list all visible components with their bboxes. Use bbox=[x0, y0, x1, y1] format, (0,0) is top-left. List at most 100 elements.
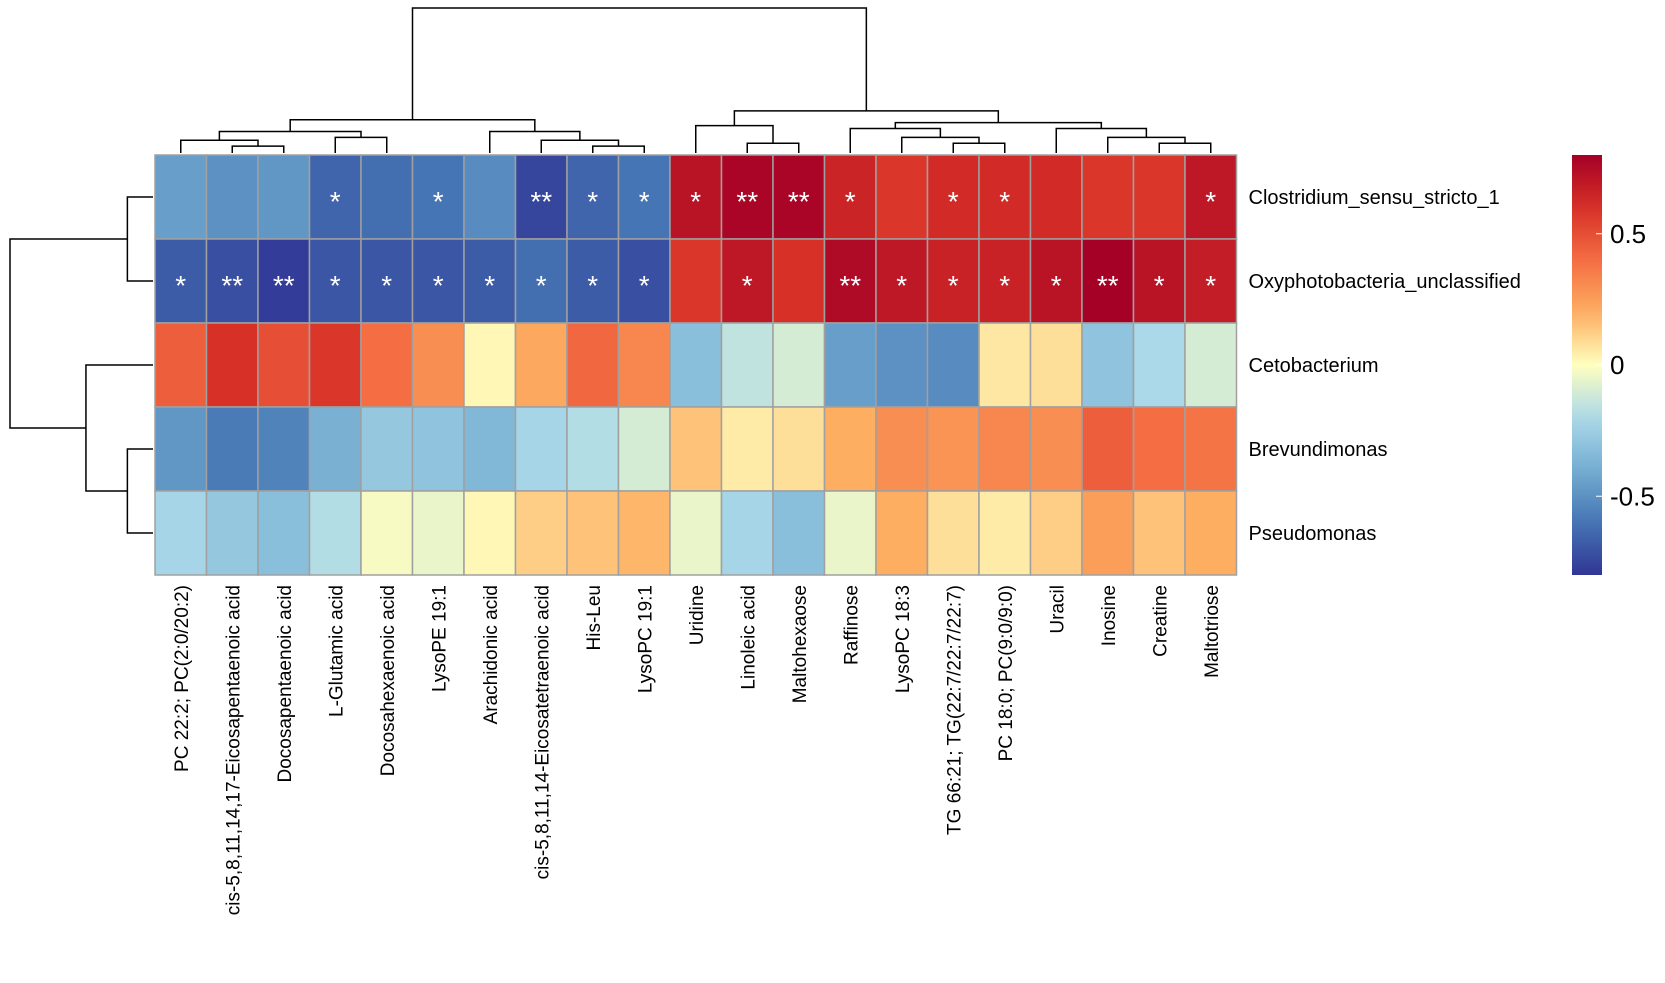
heatmap-cell bbox=[926, 406, 980, 492]
row-label: Clostridium_sensu_stricto_1 bbox=[1249, 187, 1500, 209]
dendrogram-branch bbox=[849, 127, 942, 153]
heatmap-cell bbox=[926, 154, 980, 240]
significance-star: * bbox=[999, 186, 1010, 217]
dendrogram-branch bbox=[126, 196, 153, 282]
heatmap-cell bbox=[205, 322, 259, 408]
heatmap-cell bbox=[720, 238, 774, 324]
significance-star: * bbox=[587, 186, 598, 217]
significance-star: * bbox=[536, 270, 547, 301]
heatmap-cell bbox=[926, 490, 980, 576]
heatmap-cell bbox=[1184, 154, 1238, 240]
heatmap-cell bbox=[823, 238, 877, 324]
significance-star: * bbox=[845, 186, 856, 217]
column-label: Linoleic acid bbox=[738, 585, 759, 690]
heatmap-cell bbox=[308, 238, 362, 324]
dendrogram-branch bbox=[695, 124, 774, 153]
heatmap-cell bbox=[514, 154, 568, 240]
heatmap-cell bbox=[205, 154, 259, 240]
dendrogram-branch bbox=[1055, 127, 1148, 153]
significance-star: * bbox=[433, 186, 444, 217]
heatmap-cell bbox=[463, 238, 517, 324]
heatmap-cell bbox=[514, 490, 568, 576]
dendrogram-branch bbox=[218, 130, 362, 141]
heatmap-cell bbox=[308, 490, 362, 576]
heatmap-cell bbox=[514, 322, 568, 408]
heatmap-cell bbox=[823, 490, 877, 576]
significance-star: * bbox=[587, 270, 598, 301]
heatmap-cell bbox=[1029, 322, 1083, 408]
heatmap-cell bbox=[566, 490, 620, 576]
heatmap-cell bbox=[154, 154, 208, 240]
significance-star: * bbox=[330, 186, 341, 217]
heatmap-cell bbox=[1132, 406, 1186, 492]
column-label: Inosine bbox=[1099, 585, 1120, 646]
significance-star: * bbox=[639, 270, 650, 301]
heatmap-cell bbox=[154, 490, 208, 576]
heatmap-cell bbox=[669, 322, 723, 408]
significance-star: ** bbox=[273, 270, 295, 301]
heatmap-cell bbox=[875, 406, 929, 492]
heatmap-cell bbox=[566, 406, 620, 492]
heatmap-cell bbox=[1184, 238, 1238, 324]
heatmap-cell bbox=[926, 238, 980, 324]
heatmap-cell bbox=[720, 322, 774, 408]
heatmap-cell bbox=[772, 322, 826, 408]
significance-star: * bbox=[948, 270, 959, 301]
heatmap-cell bbox=[154, 238, 208, 324]
column-label: Arachidonic acid bbox=[481, 585, 502, 724]
heatmap-cell bbox=[154, 322, 208, 408]
column-label: Creatine bbox=[1150, 585, 1171, 657]
heatmap-cell bbox=[257, 406, 311, 492]
heatmap-cell bbox=[978, 406, 1032, 492]
dendrogram-branch bbox=[592, 145, 645, 153]
heatmap-cell bbox=[669, 490, 723, 576]
significance-star: * bbox=[484, 270, 495, 301]
column-label: Uracil bbox=[1047, 585, 1068, 634]
heatmap-cell bbox=[772, 154, 826, 240]
heatmap-cell bbox=[205, 490, 259, 576]
significance-star: * bbox=[330, 270, 341, 301]
dendrogram-branch bbox=[489, 130, 581, 153]
column-label: cis-5,8,11,14,17-Eicosapentaenoic acid bbox=[223, 585, 244, 915]
significance-star: ** bbox=[788, 186, 810, 217]
heatmap-cell bbox=[823, 154, 877, 240]
heatmap-cell bbox=[411, 322, 465, 408]
dendrogram-branch bbox=[1107, 136, 1186, 153]
column-label: LysoPE 19:1 bbox=[429, 585, 450, 692]
significance-star: ** bbox=[221, 270, 243, 301]
heatmap-cell bbox=[1029, 490, 1083, 576]
heatmap-cell bbox=[1132, 322, 1186, 408]
heatmap-cell bbox=[205, 406, 259, 492]
column-label: L-Glutamic acid bbox=[326, 585, 347, 717]
heatmap-cell bbox=[1184, 490, 1238, 576]
column-label: Raffinose bbox=[841, 585, 862, 665]
column-label: His-Leu bbox=[584, 585, 605, 650]
significance-marks: * * ** * * * ** ** * * * ** ** ** * * * * * * * * ** * * * * ** * * bbox=[175, 186, 1216, 301]
heatmap-cell bbox=[875, 490, 929, 576]
heatmap-cell bbox=[411, 406, 465, 492]
heatmap-cell bbox=[772, 490, 826, 576]
heatmap-cell bbox=[875, 154, 929, 240]
heatmap-cell bbox=[772, 406, 826, 492]
column-labels: PC 22:2; PC(2:0/20:2) cis-5,8,11,14,17-Ei… bbox=[172, 585, 1223, 915]
dendrogram-branch bbox=[85, 364, 153, 492]
significance-star: * bbox=[433, 270, 444, 301]
dendrogram-branch bbox=[334, 136, 388, 153]
heatmap-cell bbox=[257, 154, 311, 240]
dendrogram-branch bbox=[1158, 142, 1212, 153]
significance-star: ** bbox=[736, 186, 758, 217]
column-label: Docosahexaenoic acid bbox=[378, 585, 399, 776]
heatmap-cell bbox=[978, 322, 1032, 408]
heatmap-cell bbox=[720, 490, 774, 576]
heatmap-cell bbox=[154, 406, 208, 492]
heatmap-cell bbox=[308, 406, 362, 492]
dendrogram-branch bbox=[289, 118, 536, 132]
row-label: Brevundimonas bbox=[1249, 439, 1388, 461]
heatmap-cell bbox=[1184, 406, 1238, 492]
row-labels: Clostridium_sensu_stricto_1 Oxyphotobacte… bbox=[1249, 187, 1521, 545]
row-dendrogram bbox=[9, 196, 153, 534]
heatmap-cell bbox=[463, 154, 517, 240]
significance-star: * bbox=[1205, 186, 1216, 217]
significance-star: * bbox=[381, 270, 392, 301]
